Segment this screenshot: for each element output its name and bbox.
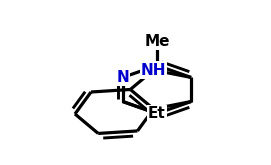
Text: NH: NH xyxy=(141,63,166,78)
Text: Me: Me xyxy=(144,34,170,49)
Text: Et: Et xyxy=(148,106,166,121)
Text: N: N xyxy=(116,70,129,85)
